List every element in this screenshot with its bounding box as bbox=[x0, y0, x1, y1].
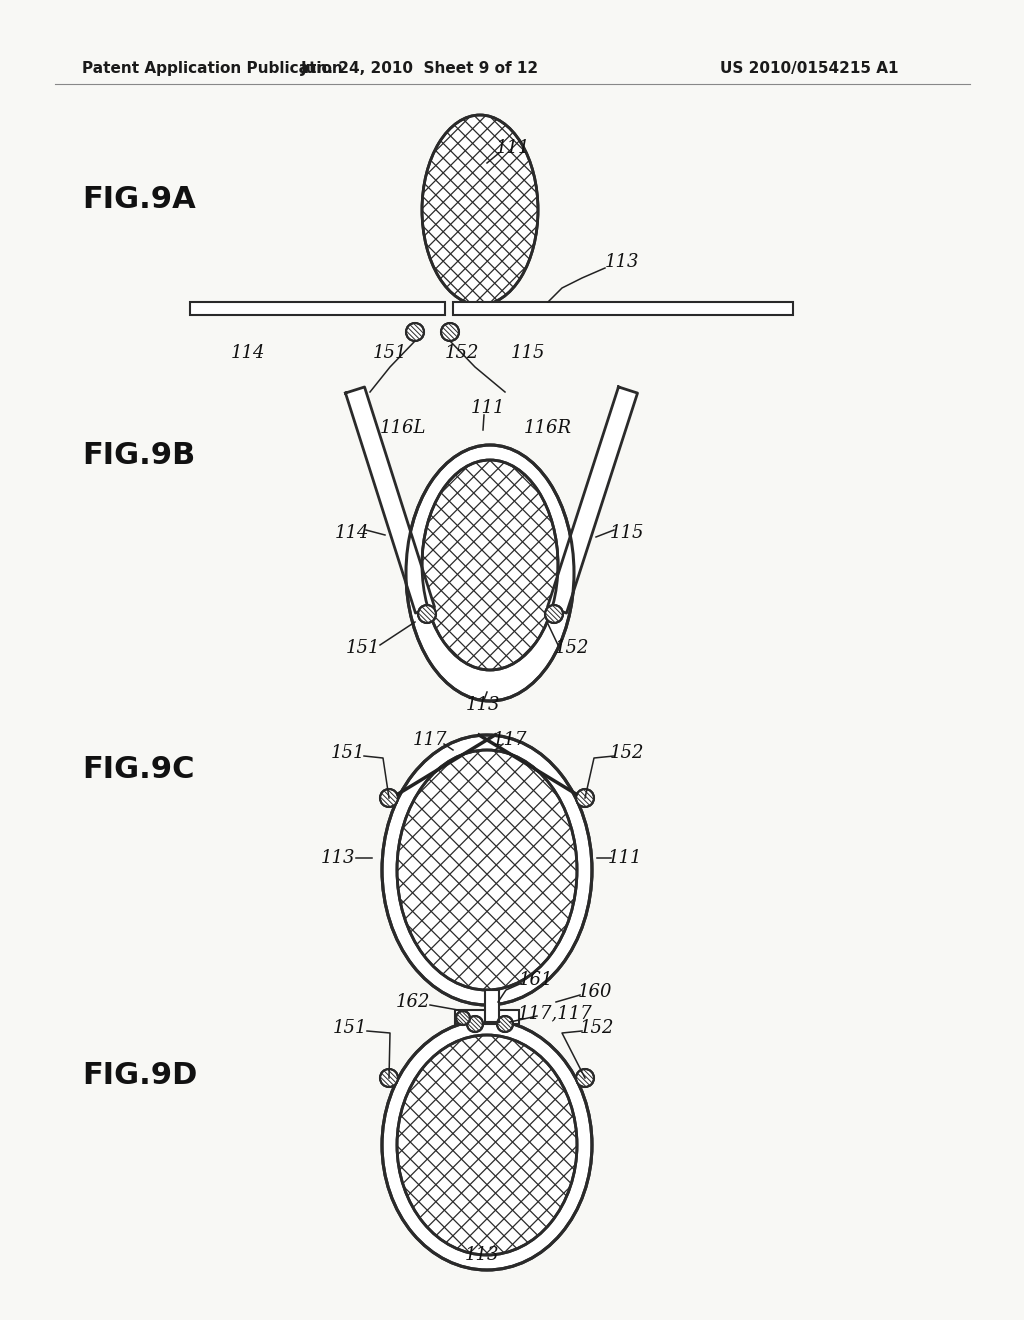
Text: 117: 117 bbox=[493, 731, 527, 748]
Ellipse shape bbox=[382, 735, 592, 1005]
Text: 151: 151 bbox=[331, 744, 366, 762]
Circle shape bbox=[441, 323, 459, 341]
Text: 117: 117 bbox=[413, 731, 447, 748]
Text: FIG.9D: FIG.9D bbox=[82, 1060, 198, 1089]
Ellipse shape bbox=[394, 1032, 580, 1258]
Text: 161: 161 bbox=[519, 972, 553, 989]
Ellipse shape bbox=[394, 747, 580, 993]
Text: 151: 151 bbox=[346, 639, 380, 657]
Text: 113: 113 bbox=[466, 696, 501, 714]
Text: 114: 114 bbox=[335, 524, 370, 543]
Text: US 2010/0154215 A1: US 2010/0154215 A1 bbox=[720, 61, 898, 75]
Ellipse shape bbox=[422, 459, 558, 671]
Text: 113: 113 bbox=[321, 849, 355, 867]
Ellipse shape bbox=[422, 115, 538, 305]
Polygon shape bbox=[548, 387, 638, 612]
Text: 152: 152 bbox=[444, 345, 479, 362]
Text: 117,117: 117,117 bbox=[517, 1005, 592, 1022]
Text: 111: 111 bbox=[496, 139, 530, 157]
Ellipse shape bbox=[397, 1035, 577, 1255]
Bar bbox=[485, 990, 499, 1022]
Text: 111: 111 bbox=[608, 849, 642, 867]
Text: 115: 115 bbox=[511, 345, 545, 362]
Circle shape bbox=[575, 1069, 594, 1086]
Circle shape bbox=[418, 605, 436, 623]
Text: 116L: 116L bbox=[380, 418, 426, 437]
Circle shape bbox=[380, 789, 398, 807]
Text: 152: 152 bbox=[609, 744, 644, 762]
Polygon shape bbox=[345, 387, 434, 612]
Bar bbox=[453, 302, 793, 315]
Text: 115: 115 bbox=[609, 524, 644, 543]
Text: 111: 111 bbox=[471, 399, 505, 417]
Text: 162: 162 bbox=[395, 993, 430, 1011]
Text: 160: 160 bbox=[578, 983, 612, 1001]
Text: 116R: 116R bbox=[524, 418, 572, 437]
Text: 152: 152 bbox=[580, 1019, 614, 1038]
Text: 114: 114 bbox=[230, 345, 265, 362]
Text: FIG.9B: FIG.9B bbox=[82, 441, 196, 470]
Bar bbox=[455, 1010, 519, 1024]
Text: 151: 151 bbox=[333, 1019, 368, 1038]
Text: 113: 113 bbox=[465, 1246, 500, 1265]
Circle shape bbox=[406, 323, 424, 341]
Text: Jun. 24, 2010  Sheet 9 of 12: Jun. 24, 2010 Sheet 9 of 12 bbox=[301, 61, 539, 75]
Circle shape bbox=[575, 789, 594, 807]
Text: 152: 152 bbox=[555, 639, 589, 657]
Ellipse shape bbox=[406, 445, 574, 701]
Circle shape bbox=[497, 1016, 513, 1032]
Circle shape bbox=[545, 605, 563, 623]
Circle shape bbox=[456, 1011, 470, 1026]
Bar bbox=[190, 302, 445, 315]
Circle shape bbox=[380, 1069, 398, 1086]
Text: 151: 151 bbox=[373, 345, 408, 362]
Text: FIG.9C: FIG.9C bbox=[82, 755, 195, 784]
Text: Patent Application Publication: Patent Application Publication bbox=[82, 61, 343, 75]
Ellipse shape bbox=[382, 1020, 592, 1270]
Ellipse shape bbox=[397, 750, 577, 990]
Text: FIG.9A: FIG.9A bbox=[82, 186, 196, 214]
Circle shape bbox=[467, 1016, 483, 1032]
Text: 113: 113 bbox=[605, 253, 639, 271]
